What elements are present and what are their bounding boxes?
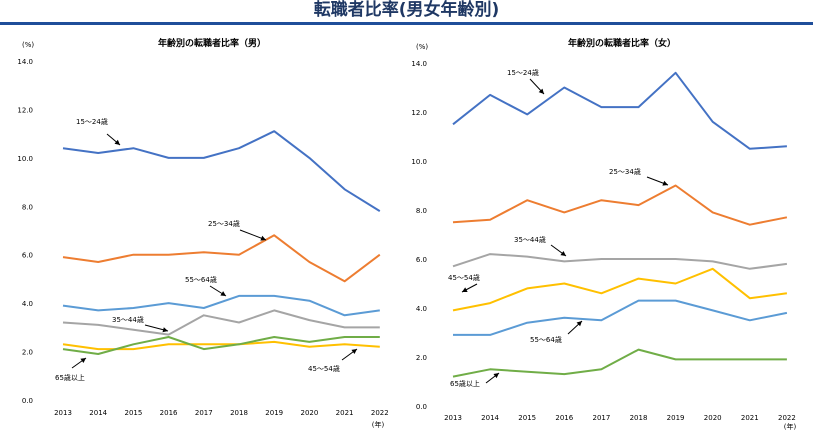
x-unit-label: (年) — [784, 422, 797, 431]
annotation-arrowhead — [560, 250, 566, 256]
y-tick-label: 6.0 — [416, 256, 427, 264]
y-tick-label: 8.0 — [416, 207, 427, 215]
x-tick-label: 2019 — [265, 409, 283, 417]
series-line — [62, 294, 380, 317]
page-title: 転職者比率(男女年齢別) — [313, 0, 500, 20]
x-tick-label: 2022 — [778, 414, 796, 422]
y-tick-label: 8.0 — [22, 203, 33, 211]
y-tick-label: 12.0 — [411, 109, 427, 117]
charts-area: 年齢別の転職者比率（男） (%) (年) 0.0 2.0 4.0 6.0 8.0 10.0… — [0, 30, 813, 432]
x-tick-label: 2014 — [481, 414, 499, 422]
series-label: 45～54歳 — [448, 273, 480, 282]
x-tick-label: 2016 — [555, 414, 573, 422]
annotation-arrowhead — [462, 287, 468, 292]
x-tick-label: 2018 — [630, 414, 648, 422]
annotation-arrowhead — [162, 327, 168, 333]
y-tick-label: 14.0 — [17, 58, 33, 66]
y-tick-label: 12.0 — [17, 106, 33, 114]
series-label: 65歳以上 — [450, 379, 480, 388]
x-tick-label: 2013 — [444, 414, 462, 422]
x-tick-label: 2020 — [704, 414, 722, 422]
series-line — [452, 184, 788, 226]
series-label: 35～44歳 — [514, 235, 546, 244]
annotation-arrowhead — [538, 88, 544, 94]
series-label: 55～64歳 — [185, 275, 217, 284]
series-label: 45～54歳 — [308, 364, 340, 373]
chart-title: 年齢別の転職者比率（男） — [158, 37, 266, 49]
y-tick-label: 0.0 — [416, 403, 427, 411]
series-line — [453, 299, 788, 336]
x-tick-label: 2021 — [336, 409, 354, 417]
title-divider — [0, 22, 813, 25]
series-label: 25～34歳 — [609, 167, 641, 176]
y-unit-label: (%) — [416, 43, 428, 51]
annotation-arrowhead — [351, 349, 357, 355]
y-tick-label: 2.0 — [22, 349, 33, 357]
y-tick-label: 0.0 — [22, 397, 33, 405]
annotation-arrowhead — [576, 321, 582, 327]
chart-male: 年齢別の転職者比率（男） (%) (年) 0.0 2.0 4.0 6.0 8.0 10.0… — [17, 37, 388, 429]
annotation-arrowhead — [220, 291, 226, 296]
annotation-arrowhead — [80, 358, 86, 364]
x-tick-label: 2018 — [230, 409, 248, 417]
series-line — [452, 348, 787, 378]
x-tick-label: 2017 — [195, 409, 213, 417]
x-tick-label: 2017 — [592, 414, 610, 422]
x-tick-label: 2013 — [54, 409, 72, 417]
chart-female: 年齢別の転職者比率（女） (%) (年) 0.0 2.0 4.0 6.0 8.0 10.0… — [411, 37, 796, 431]
y-tick-label: 14.0 — [411, 60, 427, 68]
annotation-arrowhead — [493, 373, 499, 379]
x-tick-label: 2019 — [667, 414, 685, 422]
series-label: 35～44歳 — [112, 315, 144, 324]
series-line — [62, 130, 381, 212]
x-tick-label: 2016 — [160, 409, 178, 417]
x-tick-label: 2022 — [371, 409, 389, 417]
y-unit-label: (%) — [22, 41, 34, 49]
series-label: 15～24歳 — [507, 68, 539, 77]
y-tick-label: 10.0 — [411, 158, 427, 166]
y-tick-label: 10.0 — [17, 155, 33, 163]
y-tick-label: 2.0 — [416, 354, 427, 362]
series-label: 25～34歳 — [208, 219, 240, 228]
series-line — [452, 71, 787, 150]
annotation-arrowhead — [260, 235, 266, 241]
series-line — [452, 267, 788, 312]
annotation-arrowhead — [114, 139, 120, 145]
series-label: 65歳以上 — [55, 373, 85, 382]
y-tick-label: 4.0 — [416, 305, 427, 313]
series-line — [62, 309, 380, 336]
series-label: 55～64歳 — [530, 335, 562, 344]
series-label: 15～24歳 — [76, 117, 108, 126]
x-tick-label: 2015 — [518, 414, 536, 422]
annotation-arrowhead — [662, 180, 668, 186]
x-tick-label: 2014 — [89, 409, 107, 417]
series-line — [62, 234, 381, 283]
series-line — [62, 340, 380, 351]
series-line — [452, 253, 788, 270]
y-tick-label: 6.0 — [22, 252, 33, 260]
y-tick-label: 4.0 — [22, 300, 33, 308]
x-tick-label: 2021 — [741, 414, 759, 422]
series-line — [62, 336, 380, 355]
x-unit-label: (年) — [372, 420, 385, 429]
x-tick-label: 2015 — [124, 409, 142, 417]
chart-title: 年齢別の転職者比率（女） — [568, 37, 676, 49]
x-tick-label: 2020 — [300, 409, 318, 417]
charts-svg: 年齢別の転職者比率（男） (%) (年) 0.0 2.0 4.0 6.0 8.0 10.0… — [17, 37, 796, 431]
